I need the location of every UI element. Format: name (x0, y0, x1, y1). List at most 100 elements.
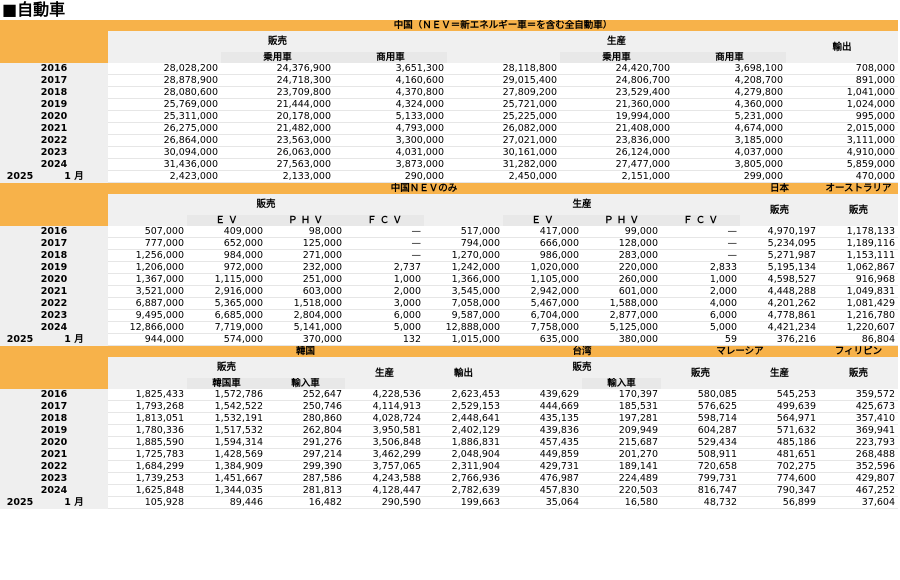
value-cell: 3,805,000 (673, 158, 786, 171)
section-header-taiwan: 台湾 (503, 346, 662, 357)
value-cell: 2,450,000 (447, 170, 560, 183)
year-cell: 2025 (0, 170, 40, 183)
value-cell: 4,910,000 (786, 146, 899, 159)
value-cell: 1,625,848 (108, 484, 187, 497)
column-header-imports: 輸入車 (266, 378, 345, 389)
value-cell: 1,518,000 (266, 297, 345, 310)
value-cell: 1,015,000 (424, 333, 503, 346)
value-cell: 3,950,581 (345, 424, 424, 437)
value-cell: 29,015,400 (447, 74, 560, 87)
value-cell: 1,216,780 (819, 309, 899, 322)
value-cell: 4,674,000 (673, 122, 786, 135)
year-cell: 2025 (0, 333, 40, 346)
value-cell: 27,021,000 (447, 134, 560, 147)
value-cell: 574,000 (187, 333, 266, 346)
year-cell: 2021 (0, 285, 108, 298)
value-cell: 48,732 (661, 496, 741, 509)
value-cell: 25,225,000 (447, 110, 560, 123)
value-cell: 1,825,433 (108, 389, 187, 401)
asia-markets-table: 韓国 台湾 マレーシア フィリピン 販売 生産 輸出 販売 販売 生産 販売 韓… (0, 346, 899, 509)
value-cell: 1,000 (345, 273, 424, 286)
value-cell: 232,000 (266, 261, 345, 274)
value-cell: 5,467,000 (503, 297, 582, 310)
value-cell: 6,887,000 (108, 297, 187, 310)
value-cell: 1,178,133 (819, 226, 899, 238)
value-cell: 1,366,000 (424, 273, 503, 286)
value-cell: 799,731 (661, 472, 741, 485)
value-cell: 12,866,000 (108, 321, 187, 334)
section-header-malaysia: マレーシア (661, 346, 820, 357)
column-header-commercial: 商用車 (673, 52, 786, 63)
value-cell: 369,941 (819, 424, 899, 437)
column-header-australia-sales: 販売 (819, 194, 899, 226)
column-header-sales: 販売 (108, 194, 424, 215)
value-cell: 429,807 (819, 472, 899, 485)
value-cell: 189,141 (582, 460, 662, 473)
value-cell: 201,270 (582, 448, 662, 461)
value-cell: 4,243,588 (345, 472, 424, 485)
value-cell: 9,587,000 (424, 309, 503, 322)
year-cell: 2020 (0, 273, 108, 286)
value-cell: 1,594,314 (187, 436, 266, 449)
value-cell: 545,253 (740, 389, 820, 401)
china-all-vehicles-table: 中国（ＮＥＶ＝新エネルギー車＝を含む全自動車） 販売 生産 輸出 乗用車 商用車… (0, 20, 899, 183)
value-cell: 467,252 (819, 484, 899, 497)
table-row: 2022 26,864,000 23,563,000 3,300,000 27,021,… (0, 134, 899, 147)
year-cell: 2021 (0, 448, 108, 461)
corner-cell (0, 20, 108, 63)
table-row: 2021 3,521,000 2,916,000 603,000 2,000 3,545,… (0, 285, 899, 298)
year-cell: 2016 (0, 389, 108, 401)
value-cell: 3,757,065 (345, 460, 424, 473)
value-cell: 25,769,000 (108, 98, 221, 111)
section-header: 中国ＮＥＶのみ (108, 183, 741, 194)
table-row: 2024 12,866,000 7,719,000 5,141,000 5,000 12,… (0, 321, 899, 334)
value-cell: 2,015,000 (786, 122, 899, 135)
value-cell: 635,000 (503, 333, 582, 346)
value-cell: 4,201,262 (740, 297, 820, 310)
section-header-korea: 韓国 (108, 346, 504, 357)
section-header-japan: 日本 (740, 183, 820, 194)
value-cell: 3,000 (345, 297, 424, 310)
value-cell: 132 (345, 333, 424, 346)
value-cell: 23,529,400 (560, 86, 673, 99)
value-cell: 470,000 (786, 170, 899, 183)
value-cell: — (345, 237, 424, 250)
value-cell: 1,270,000 (424, 249, 503, 262)
value-cell: 250,746 (266, 400, 345, 413)
value-cell: 4,208,700 (673, 74, 786, 87)
year-cell: 2022 (0, 460, 108, 473)
value-cell: 1,024,000 (786, 98, 899, 111)
value-cell: 128,000 (582, 237, 661, 250)
value-cell: 24,806,700 (560, 74, 673, 87)
value-cell: 6,685,000 (187, 309, 266, 322)
value-cell: 517,000 (424, 226, 503, 238)
value-cell: 26,124,000 (560, 146, 673, 159)
value-cell: 457,830 (503, 484, 583, 497)
value-cell: 1,739,253 (108, 472, 187, 485)
china-nev-table: 中国ＮＥＶのみ 日本 オーストラリア 販売 生産 販売 販売 Ｅ Ｖ Ｐ Ｈ Ｖ… (0, 183, 899, 346)
value-cell: 25,311,000 (108, 110, 221, 123)
value-cell: 4,360,000 (673, 98, 786, 111)
value-cell: 4,421,234 (740, 321, 820, 334)
value-cell: 2,402,129 (424, 424, 504, 437)
value-cell: 439,836 (503, 424, 583, 437)
value-cell: 30,161,000 (447, 146, 560, 159)
table-row: 2016 1,825,433 1,572,786 252,647 4,228,536 2,… (0, 389, 899, 401)
value-cell: 601,000 (582, 285, 661, 298)
value-cell: 708,000 (786, 63, 899, 75)
table-row: 2020 1,367,000 1,115,000 251,000 1,000 1,366,… (0, 273, 899, 286)
column-header-production: 生産 (447, 31, 786, 52)
year-cell: 2016 (0, 226, 108, 238)
month-cell: 1 月 (40, 333, 108, 346)
year-cell: 2017 (0, 400, 108, 413)
value-cell: 794,000 (424, 237, 503, 250)
column-header-malaysia-production: 生産 (740, 357, 820, 389)
value-cell: 3,545,000 (424, 285, 503, 298)
value-cell: — (345, 249, 424, 262)
value-cell: 891,000 (786, 74, 899, 87)
value-cell: 271,000 (266, 249, 345, 262)
value-cell: 31,282,000 (447, 158, 560, 171)
column-header-ev: Ｅ Ｖ (187, 215, 266, 226)
value-cell: 26,063,000 (221, 146, 334, 159)
value-cell: 702,275 (740, 460, 820, 473)
